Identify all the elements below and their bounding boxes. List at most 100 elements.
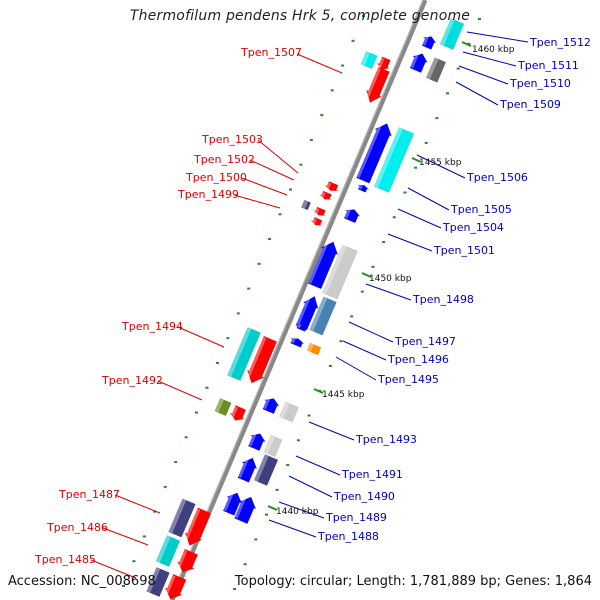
gene-tpen-1485 [164,573,187,600]
reverse-gene-label[interactable]: Tpen_1505 [450,203,512,216]
reverse-gene-label[interactable]: Tpen_1509 [499,98,561,111]
gene-tpen-1496-highlight [290,337,296,344]
reverse-gene-label[interactable]: Tpen_1497 [394,335,456,348]
forward-gene-label[interactable]: Tpen_1486 [46,521,108,534]
minor-tick [424,141,428,144]
forward-gene-label[interactable]: Tpen_1494 [121,320,183,333]
gene-tpen-1506 [373,127,415,193]
minor-tick [153,510,157,513]
reverse-gene-label[interactable]: Tpen_1504 [442,221,504,234]
minor-tick [392,216,396,219]
gene-tpen-1491-shape [248,433,266,452]
minor-tick [257,262,261,265]
gene-tpen-1498-shape [322,244,358,300]
minor-tick [163,485,167,488]
forward-gene-label[interactable]: Tpen_1500 [185,171,247,184]
reverse-gene-label[interactable]: Tpen_1496 [387,353,449,366]
gene-tpen-1503 [324,181,339,192]
gene-tpen-1497-highlight [309,296,328,332]
scale-label: 1450 kbp [369,274,412,284]
gene-green [214,397,232,417]
gene-cyan-1494-shape [227,327,261,381]
leader-tpen-1487 [114,494,161,514]
gene-tpen-1486-cyan-highlight [156,535,171,563]
reverse-gene-label[interactable]: Tpen_1489 [325,511,387,524]
gene-tpen-1485-highlight [164,575,176,597]
gene-tpen-1512-shape [439,18,465,50]
minor-tick [371,265,375,268]
scale-label: 1440 kbp [276,507,319,517]
gene-tpen-1510-shape [425,57,447,83]
scale-label: 1460 kbp [472,45,515,55]
leader-tpen-1510 [458,65,509,85]
forward-gene-label[interactable]: Tpen_1487 [58,488,120,501]
minor-tick [205,386,209,389]
minor-tick [122,585,125,587]
gene-tpen-1497-shape [309,296,337,336]
reverse-gene-label[interactable]: Tpen_1495 [377,373,439,386]
leader-tpen-1495 [335,356,377,381]
gene-tpen-1493 [279,401,299,423]
minor-tick [275,488,279,491]
minor-tick [264,513,268,516]
leader-tpen-1501 [387,233,433,252]
reverse-gene-label[interactable]: Tpen_1498 [412,293,474,306]
minor-tick [278,213,282,216]
leader-tpen-1496 [342,340,387,361]
gene-tpen-1498 [322,244,358,300]
minor-tick [236,312,240,315]
gene-grey-1491-highlight [263,435,275,454]
gene-tpen-1509-highlight [410,52,420,69]
minor-tick [350,315,354,318]
gene-tpen-1493-highlight [279,401,290,419]
forward-gene-label[interactable]: Tpen_1503 [201,133,263,146]
minor-tick [243,563,247,566]
reverse-gene-label[interactable]: Tpen_1512 [529,36,591,49]
gene-grey-1491-shape [263,435,283,457]
gene-tpen-1500-highlight [314,207,320,214]
gene-tpen-1498-blue-highlight [308,240,330,284]
gene-tpen-1487 [183,507,212,546]
minor-tick [254,538,258,541]
reverse-gene-label[interactable]: Tpen_1488 [317,530,379,543]
gene-tpen-1486-shape [176,548,199,573]
minor-tick [233,588,236,590]
minor-tick [328,364,332,367]
gene-tpen-1487-highlight [183,508,201,544]
reverse-gene-label[interactable]: Tpen_1506 [466,171,528,184]
forward-gene-label[interactable]: Tpen_1485 [34,553,96,566]
leader-tpen-1486 [102,527,149,546]
gene-tpen-1490-highlight [238,456,250,478]
forward-gene-label[interactable]: Tpen_1492 [101,374,163,387]
gene-tpen-1490 [237,456,258,483]
forward-gene-label[interactable]: Tpen_1502 [193,153,255,166]
gene-tpen-1509-shape [409,53,428,73]
reverse-gene-label[interactable]: Tpen_1501 [433,244,495,257]
minor-tick [435,117,439,120]
reverse-gene-label[interactable]: Tpen_1491 [341,468,403,481]
reverse-gene-label[interactable]: Tpen_1510 [509,77,571,90]
gene-tpen-1486 [176,548,199,573]
reverse-gene-label[interactable]: Tpen_1490 [333,490,395,503]
minor-tick [320,114,324,117]
gene-tpen-1485-navy [146,566,170,598]
gene-tpen-1497-blue-shape [295,295,319,331]
gene-tpen-1505 [356,121,392,184]
gene-tpen-1487-navy-shape [168,498,196,538]
minor-tick [286,464,290,467]
reverse-gene-label[interactable]: Tpen_1493 [355,433,417,446]
leader-tpen-1505 [407,187,450,211]
gene-tpen-1493-blue [262,397,280,415]
gene-tpen-1502 [319,190,332,200]
gene-tpen-1507 [364,66,390,103]
minor-tick [174,461,178,464]
gene-tpen-1485-navy-shape [146,566,170,598]
gene-cyan-1494 [227,327,261,381]
reverse-gene-label[interactable]: Tpen_1511 [517,59,579,72]
minor-tick [403,191,407,194]
forward-gene-label[interactable]: Tpen_1507 [240,46,302,59]
forward-gene-label[interactable]: Tpen_1499 [177,188,239,201]
gene-tpen-1498-blue-shape [307,241,339,290]
minor-tick [307,414,311,417]
gene-tpen-1498-highlight [322,244,347,295]
